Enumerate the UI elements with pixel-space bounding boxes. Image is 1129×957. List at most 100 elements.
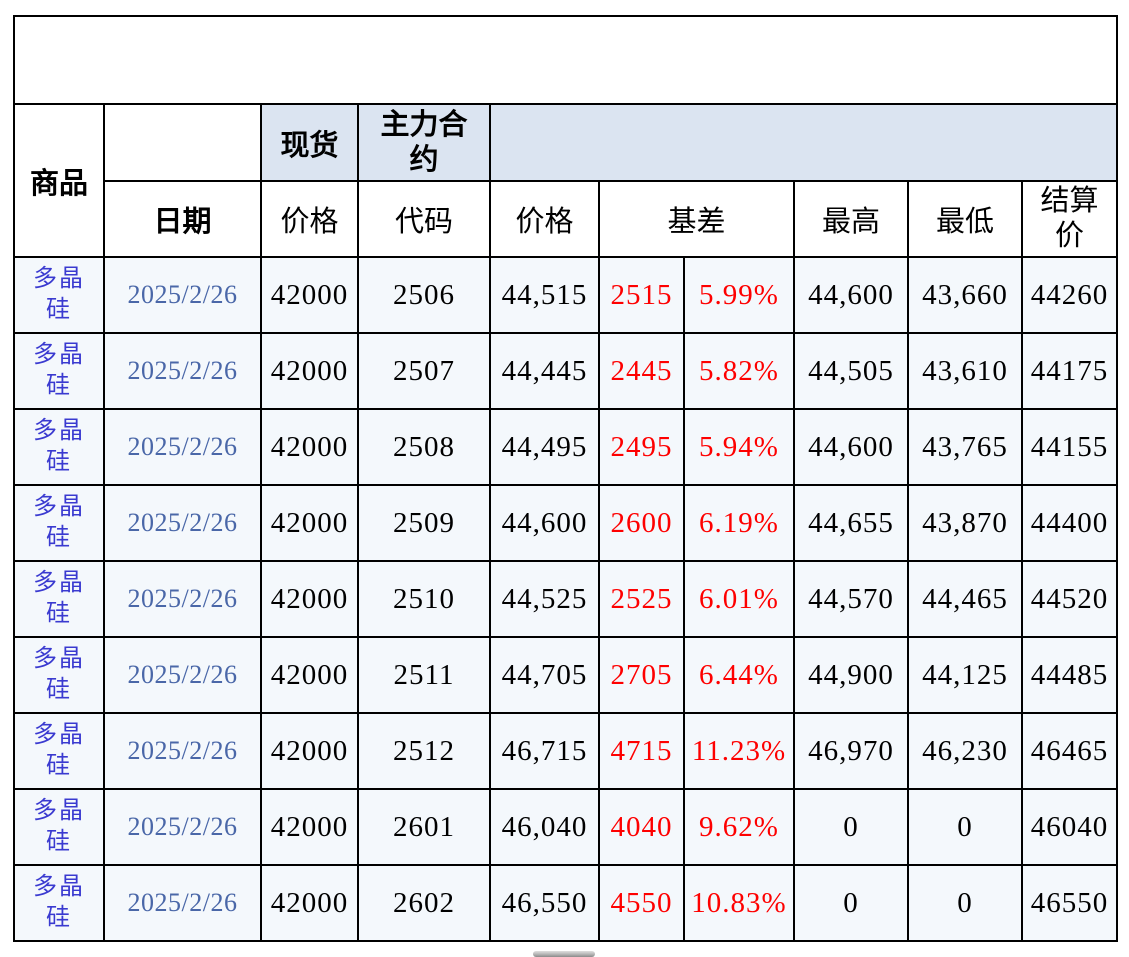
header-settlement: 结算价	[1021, 180, 1118, 258]
basis-percent-cell: 10.83%	[683, 864, 795, 942]
high-cell: 44,570	[793, 560, 909, 638]
table-row: 多晶硅 2025/2/26 42000 2511 44,705 2705 6.4…	[13, 636, 1118, 714]
contract-code-cell: 2509	[357, 484, 491, 562]
date-cell: 2025/2/26	[103, 712, 262, 790]
settlement-cell: 44485	[1021, 636, 1118, 714]
contract-price-cell: 44,445	[489, 332, 600, 410]
spot-price-cell: 42000	[260, 408, 359, 486]
contract-price-cell: 44,495	[489, 408, 600, 486]
header-commodity: 商品	[13, 103, 105, 258]
spot-price-cell: 42000	[260, 864, 359, 942]
settlement-cell: 46550	[1021, 864, 1118, 942]
contract-code-cell: 2506	[357, 256, 491, 334]
header-high: 最高	[793, 180, 909, 258]
contract-code-cell: 2511	[357, 636, 491, 714]
low-cell: 43,870	[907, 484, 1023, 562]
table-title: Gessey：每日多晶硅主力基差表	[13, 15, 1118, 105]
low-cell: 44,125	[907, 636, 1023, 714]
basis-value-cell: 4040	[598, 788, 685, 866]
date-cell: 2025/2/26	[103, 484, 262, 562]
settlement-cell: 44400	[1021, 484, 1118, 562]
basis-percent-cell: 11.23%	[683, 712, 795, 790]
commodity-cell: 多晶硅	[13, 788, 105, 866]
high-cell: 0	[793, 864, 909, 942]
settlement-cell: 44260	[1021, 256, 1118, 334]
header-spot-price: 价格	[260, 180, 359, 258]
header-basis: 基差	[598, 180, 795, 258]
contract-code-cell: 2601	[357, 788, 491, 866]
settlement-cell: 44175	[1021, 332, 1118, 410]
table-row: 多晶硅 2025/2/26 42000 2601 46,040 4040 9.6…	[13, 788, 1118, 866]
settlement-cell: 44520	[1021, 560, 1118, 638]
settlement-cell: 46465	[1021, 712, 1118, 790]
basis-value-cell: 4550	[598, 864, 685, 942]
header-main-contract-group: 主力合约	[357, 103, 491, 182]
scrollbar-thumb[interactable]	[533, 951, 595, 957]
low-cell: 0	[907, 788, 1023, 866]
basis-percent-cell: 5.99%	[683, 256, 795, 334]
date-cell: 2025/2/26	[103, 636, 262, 714]
high-cell: 44,600	[793, 256, 909, 334]
commodity-cell: 多晶硅	[13, 484, 105, 562]
basis-percent-cell: 6.01%	[683, 560, 795, 638]
basis-value-cell: 4715	[598, 712, 685, 790]
commodity-cell: 多晶硅	[13, 560, 105, 638]
header-spot-group: 现货	[260, 103, 359, 182]
contract-price-cell: 46,715	[489, 712, 600, 790]
contract-price-cell: 44,705	[489, 636, 600, 714]
daily-basis-table: Gessey：每日多晶硅主力基差表 商品 现货 主力合约 日期 价格 代码 价格…	[13, 15, 1118, 942]
low-cell: 46,230	[907, 712, 1023, 790]
header-contract-price: 价格	[489, 180, 600, 258]
basis-value-cell: 2705	[598, 636, 685, 714]
commodity-cell: 多晶硅	[13, 636, 105, 714]
basis-percent-cell: 5.94%	[683, 408, 795, 486]
high-cell: 44,655	[793, 484, 909, 562]
basis-value-cell: 2525	[598, 560, 685, 638]
header-merged-band	[489, 103, 1118, 182]
basis-percent-cell: 5.82%	[683, 332, 795, 410]
settlement-cell: 46040	[1021, 788, 1118, 866]
high-cell: 0	[793, 788, 909, 866]
header-empty-cell	[103, 103, 262, 182]
contract-price-cell: 44,515	[489, 256, 600, 334]
table-row: 多晶硅 2025/2/26 42000 2507 44,445 2445 5.8…	[13, 332, 1118, 410]
basis-percent-cell: 9.62%	[683, 788, 795, 866]
contract-price-cell: 44,600	[489, 484, 600, 562]
low-cell: 44,465	[907, 560, 1023, 638]
spot-price-cell: 42000	[260, 484, 359, 562]
basis-value-cell: 2515	[598, 256, 685, 334]
contract-code-cell: 2510	[357, 560, 491, 638]
low-cell: 43,660	[907, 256, 1023, 334]
commodity-cell: 多晶硅	[13, 332, 105, 410]
date-cell: 2025/2/26	[103, 408, 262, 486]
header-group-row: 商品 现货 主力合约	[13, 103, 1118, 258]
high-cell: 46,970	[793, 712, 909, 790]
basis-value-cell: 2445	[598, 332, 685, 410]
commodity-cell: 多晶硅	[13, 864, 105, 942]
low-cell: 43,765	[907, 408, 1023, 486]
contract-code-cell: 2508	[357, 408, 491, 486]
contract-code-cell: 2507	[357, 332, 491, 410]
date-cell: 2025/2/26	[103, 332, 262, 410]
table-row: 多晶硅 2025/2/26 42000 2510 44,525 2525 6.0…	[13, 560, 1118, 638]
date-cell: 2025/2/26	[103, 788, 262, 866]
settlement-cell: 44155	[1021, 408, 1118, 486]
spot-price-cell: 42000	[260, 712, 359, 790]
high-cell: 44,900	[793, 636, 909, 714]
spot-price-cell: 42000	[260, 256, 359, 334]
table-row: 多晶硅 2025/2/26 42000 2508 44,495 2495 5.9…	[13, 408, 1118, 486]
contract-price-cell: 44,525	[489, 560, 600, 638]
date-cell: 2025/2/26	[103, 256, 262, 334]
date-cell: 2025/2/26	[103, 864, 262, 942]
contract-price-cell: 46,550	[489, 864, 600, 942]
table-row: 多晶硅 2025/2/26 42000 2509 44,600 2600 6.1…	[13, 484, 1118, 562]
spot-price-cell: 42000	[260, 636, 359, 714]
spot-price-cell: 42000	[260, 560, 359, 638]
header-low: 最低	[907, 180, 1023, 258]
table-row: 多晶硅 2025/2/26 42000 2512 46,715 4715 11.…	[13, 712, 1118, 790]
commodity-cell: 多晶硅	[13, 256, 105, 334]
spot-price-cell: 42000	[260, 332, 359, 410]
high-cell: 44,600	[793, 408, 909, 486]
contract-code-cell: 2602	[357, 864, 491, 942]
